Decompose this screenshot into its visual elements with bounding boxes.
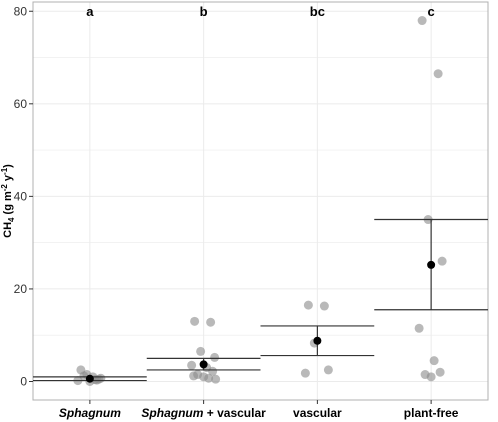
x-category-label: Sphagnum + vascular <box>141 406 266 420</box>
data-point <box>204 373 214 383</box>
data-point <box>189 371 199 381</box>
data-point <box>429 356 439 366</box>
panel-border <box>32 1 489 401</box>
data-point <box>303 300 313 310</box>
x-axis-ticks: Sphagnum Sphagnum + vascular vascular plant… <box>59 400 459 420</box>
data-point <box>210 352 220 362</box>
data-points <box>73 16 447 386</box>
y-axis-title: CH4 (g m-2 y-1) <box>0 164 16 238</box>
y-title-gap: y <box>2 174 14 184</box>
data-point <box>417 16 427 26</box>
x-category-label: vascular <box>293 406 342 420</box>
mean-point <box>313 336 322 345</box>
mean-point <box>199 360 208 369</box>
significance-letter: b <box>200 4 208 19</box>
data-point <box>426 372 436 382</box>
y-tick-label: 40 <box>14 189 28 203</box>
x-category-label-part: + vascular <box>203 406 266 420</box>
data-point <box>300 368 310 378</box>
y-title-sub: 4 <box>7 217 16 222</box>
y-tick-label: 60 <box>14 97 28 111</box>
data-point <box>319 301 329 311</box>
y-tick-label: 20 <box>14 282 28 296</box>
significance-letter: a <box>86 4 94 19</box>
x-category-label-part: Sphagnum <box>59 406 121 420</box>
x-category-label: Sphagnum <box>59 406 121 420</box>
data-point <box>433 69 443 79</box>
y-axis-ticks: 0 20 40 60 80 <box>14 4 33 388</box>
data-point <box>196 346 206 356</box>
grid-lines <box>33 2 488 400</box>
mean-point <box>427 260 436 269</box>
y-title-prefix: CH <box>2 222 14 238</box>
data-point <box>187 360 197 370</box>
data-point <box>211 374 221 384</box>
data-point <box>435 367 445 377</box>
mean-point <box>85 374 94 383</box>
x-category-label-part: vascular <box>293 406 342 420</box>
y-title-sup1: -2 <box>0 184 9 192</box>
mean-markers <box>85 260 436 383</box>
y-title-sup2: -1 <box>0 167 9 175</box>
error-bars <box>33 218 488 382</box>
significance-letter: c <box>428 4 435 19</box>
data-point <box>414 323 424 333</box>
x-category-label: plant-free <box>404 406 459 420</box>
data-point <box>323 365 333 375</box>
y-tick-label: 80 <box>14 4 28 18</box>
y-tick-label: 0 <box>20 374 27 388</box>
data-point <box>206 317 216 327</box>
y-title-mid: (g m <box>2 191 14 217</box>
significance-letters: a b bc c <box>86 4 434 19</box>
x-category-label-part: Sphagnum <box>141 406 203 420</box>
x-category-label-part: plant-free <box>404 406 459 420</box>
data-point <box>437 256 447 266</box>
data-point <box>208 366 218 376</box>
y-title-end: ) <box>2 164 14 168</box>
data-point <box>190 316 200 326</box>
significance-letter: bc <box>310 4 325 19</box>
